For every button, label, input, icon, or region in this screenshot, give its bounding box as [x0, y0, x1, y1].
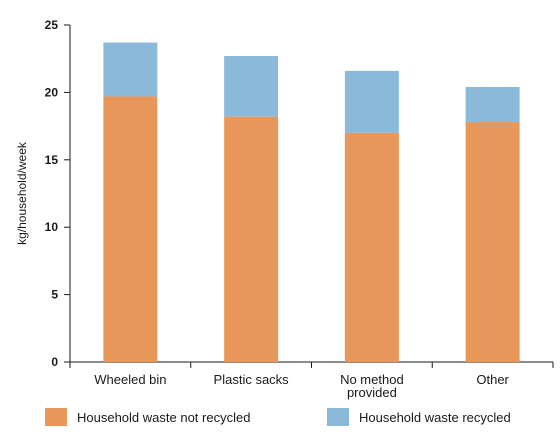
- x-tick-label: Other: [476, 372, 509, 387]
- x-tick-label: Plastic sacks: [214, 372, 290, 387]
- bar-segment-series-1-cat-0: [103, 42, 158, 97]
- y-tick-label: 25: [45, 18, 59, 32]
- bar-segment-series-1-cat-2: [344, 70, 399, 133]
- x-tick-label: No method: [340, 372, 404, 387]
- y-tick-label: 10: [45, 220, 59, 234]
- legend: Household waste not recycled Household wa…: [45, 408, 511, 426]
- y-tick-label: 0: [51, 355, 58, 369]
- y-tick-label: 5: [51, 288, 58, 302]
- legend-swatch: [45, 408, 67, 426]
- bars: [103, 42, 520, 362]
- legend-label: Household waste recycled: [359, 410, 511, 425]
- x-tick-label: Wheeled bin: [94, 372, 166, 387]
- y-tick-label: 15: [45, 153, 59, 167]
- x-tick-label: provided: [347, 385, 397, 400]
- y-axis-title: kg/household/week: [15, 141, 29, 245]
- bar-segment-series-0-cat-1: [224, 116, 279, 362]
- bar-segment-series-0-cat-3: [465, 122, 520, 362]
- bar-segment-series-1-cat-3: [465, 87, 520, 123]
- bar-segment-series-1-cat-1: [224, 56, 279, 117]
- legend-swatch: [327, 408, 349, 426]
- labels: kg/household/week Wheeled bin Plastic sack…: [15, 141, 510, 400]
- legend-label: Household waste not recycled: [77, 410, 250, 425]
- bar-segment-series-0-cat-0: [103, 96, 158, 362]
- y-tick-label: 20: [45, 85, 59, 99]
- bar-segment-series-0-cat-2: [344, 132, 399, 362]
